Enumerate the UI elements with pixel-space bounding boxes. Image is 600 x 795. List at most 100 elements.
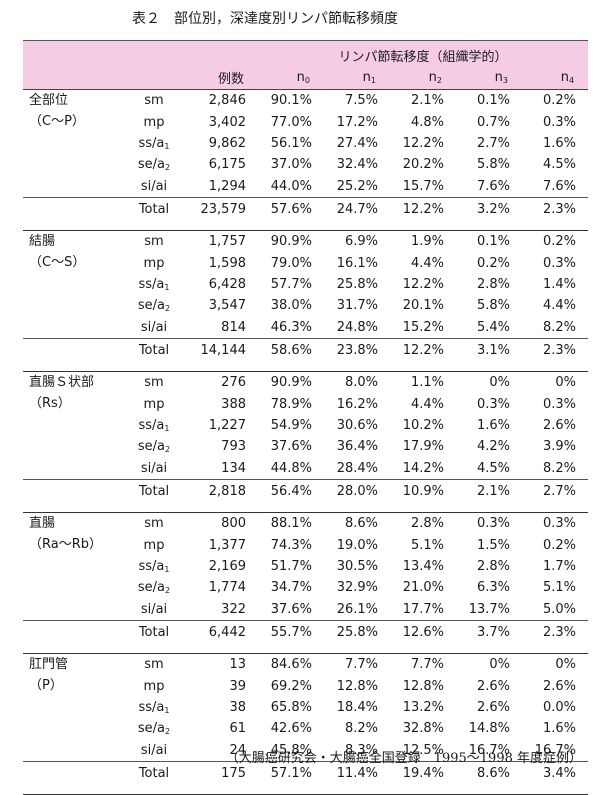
- n2-value: 4.4%: [410, 396, 444, 412]
- table-row: se/a2 61 42.6% 8.2% 32.8% 14.8% 1.6%: [23, 718, 588, 739]
- case-count: 2,846: [208, 93, 246, 109]
- depth-label: mp: [120, 675, 188, 696]
- total-n3-value: 2.1%: [456, 478, 522, 504]
- n2-value: 17.9%: [402, 439, 444, 455]
- table-row: ss/a1 9,862 56.1% 27.4% 12.2% 2.7% 1.6%: [23, 133, 588, 154]
- n1-value: 17.2%: [336, 114, 378, 130]
- total-n2-value: 12.6%: [390, 619, 456, 645]
- n3-value: 0%: [489, 657, 510, 673]
- header-row-columns: 例数 n0 n1 n2 n3 n4: [23, 65, 589, 90]
- n2-value: 12.8%: [402, 678, 444, 694]
- case-count: 2,169: [208, 558, 246, 574]
- n1-value: 28.4%: [336, 460, 378, 476]
- n1-value: 18.4%: [336, 699, 378, 715]
- case-count: 1,227: [208, 417, 246, 433]
- site-label: 肛門管: [29, 656, 69, 672]
- n0-value: 77.0%: [270, 114, 312, 130]
- table-row: 全部位 sm 2,846 90.1% 7.5% 2.1% 0.1% 0.2%: [23, 90, 588, 112]
- depth-text: ss/a: [138, 558, 165, 574]
- total-spacer: [23, 760, 120, 786]
- separator-cell: [23, 221, 589, 231]
- table-body: 全部位 sm 2,846 90.1% 7.5% 2.1% 0.1% 0.2% （C〜P） mp 3,…: [23, 90, 589, 795]
- n4-value: 1.4%: [543, 276, 577, 292]
- table-caption: 表２ 部位別，深達度別リンパ節転移頻度: [132, 11, 398, 27]
- n1-value: 30.6%: [336, 417, 378, 433]
- site-label: [23, 740, 120, 762]
- total-n4-value: 2.7%: [522, 478, 589, 504]
- depth-label: sm: [120, 371, 188, 393]
- site-label: [23, 577, 120, 598]
- n1-value: 19.0%: [336, 537, 378, 553]
- total-count: 6,442: [188, 619, 258, 645]
- n0-value: 65.8%: [270, 699, 312, 715]
- depth-text: se/a: [137, 157, 166, 173]
- n0-value: 57.7%: [270, 276, 312, 292]
- n4-value: 4.5%: [543, 157, 577, 173]
- n2-header: n2: [390, 65, 456, 90]
- case-count: 276: [221, 375, 246, 391]
- total-n2-value: 12.2%: [390, 196, 456, 222]
- n2-value: 20.1%: [402, 298, 444, 314]
- table-row: （Ra〜Rb） mp 1,377 74.3% 19.0% 5.1% 1.5% 0.2%: [23, 534, 588, 555]
- case-count: 38: [229, 699, 246, 715]
- n4-value: 0.2%: [543, 234, 577, 250]
- n2-value: 1.9%: [410, 234, 444, 250]
- table-row: 結腸 sm 1,757 90.9% 6.9% 1.9% 0.1% 0.2%: [23, 230, 588, 252]
- n0-value: 90.1%: [270, 93, 312, 109]
- table-row: se/a2 1,774 34.7% 32.9% 21.0% 6.3% 5.1%: [23, 577, 588, 598]
- n1-value: 16.2%: [336, 396, 378, 412]
- depth-text: ss/a: [138, 276, 165, 292]
- table-row: 肛門管 sm 13 84.6% 7.7% 7.7% 0% 0%: [23, 653, 588, 675]
- n2-value: 4.8%: [410, 114, 444, 130]
- table-row: ss/a1 2,169 51.7% 30.5% 13.4% 2.8% 1.7%: [23, 556, 588, 577]
- n3-value: 0%: [489, 375, 510, 391]
- n3-value: 5.8%: [476, 298, 510, 314]
- case-count: 1,757: [208, 234, 246, 250]
- case-count: 322: [221, 601, 246, 617]
- table-row: se/a2 3,547 38.0% 31.7% 20.1% 5.8% 4.4%: [23, 295, 588, 316]
- total-n0-value: 58.6%: [258, 337, 324, 363]
- n4-value: 2.6%: [543, 417, 577, 433]
- depth-text: se/a: [137, 439, 166, 455]
- total-label: Total: [120, 478, 188, 504]
- total-n4-value: 2.3%: [522, 196, 589, 222]
- n0-value: 38.0%: [270, 298, 312, 314]
- n3-value: 0.3%: [476, 516, 510, 532]
- site-label: 直腸: [29, 515, 56, 531]
- depth-text: si/ai: [140, 178, 168, 194]
- group-separator: [23, 644, 589, 654]
- n1-value: 12.8%: [336, 678, 378, 694]
- n0-value: 78.9%: [270, 396, 312, 412]
- depth-text: si/ai: [140, 742, 168, 758]
- site-label: [23, 718, 120, 739]
- n4-value: 0.3%: [543, 255, 577, 271]
- n2-value: 15.2%: [402, 319, 444, 335]
- depth-text: si/ai: [140, 460, 168, 476]
- case-count: 1,774: [208, 580, 246, 596]
- n4-value: 4.4%: [543, 298, 577, 314]
- depth-text: mp: [143, 396, 165, 412]
- n4-value: 1.7%: [543, 558, 577, 574]
- case-count: 24: [229, 742, 246, 758]
- n3-value: 0.2%: [476, 255, 510, 271]
- n2-value: 1.1%: [410, 375, 444, 391]
- site-label: （C〜P）: [29, 114, 85, 130]
- depth-subscript: 2: [165, 586, 171, 596]
- table-row: si/ai 24 45.8% 8.3% 12.5% 16.7% 16.7%: [23, 740, 588, 762]
- n3-value: 5.4%: [476, 319, 510, 335]
- n4-value: 0.3%: [543, 114, 577, 130]
- total-count: 23,579: [188, 196, 258, 222]
- n1-value: 36.4%: [336, 439, 378, 455]
- n3-value: 6.3%: [476, 580, 510, 596]
- n3-value: 0.1%: [476, 93, 510, 109]
- total-label: Total: [120, 760, 188, 786]
- n2-value: 21.0%: [402, 580, 444, 596]
- site-label: [23, 274, 120, 295]
- n1-value: 25.8%: [336, 276, 378, 292]
- n1-value: 30.5%: [336, 558, 378, 574]
- depth-subscript: 1: [164, 142, 170, 151]
- n0-value: 88.1%: [270, 516, 312, 532]
- n4-value: 0%: [555, 657, 577, 673]
- depth-label: ss/a1: [120, 697, 188, 718]
- table-row: si/ai 1,294 44.0% 25.2% 15.7% 7.6% 7.6%: [23, 176, 588, 198]
